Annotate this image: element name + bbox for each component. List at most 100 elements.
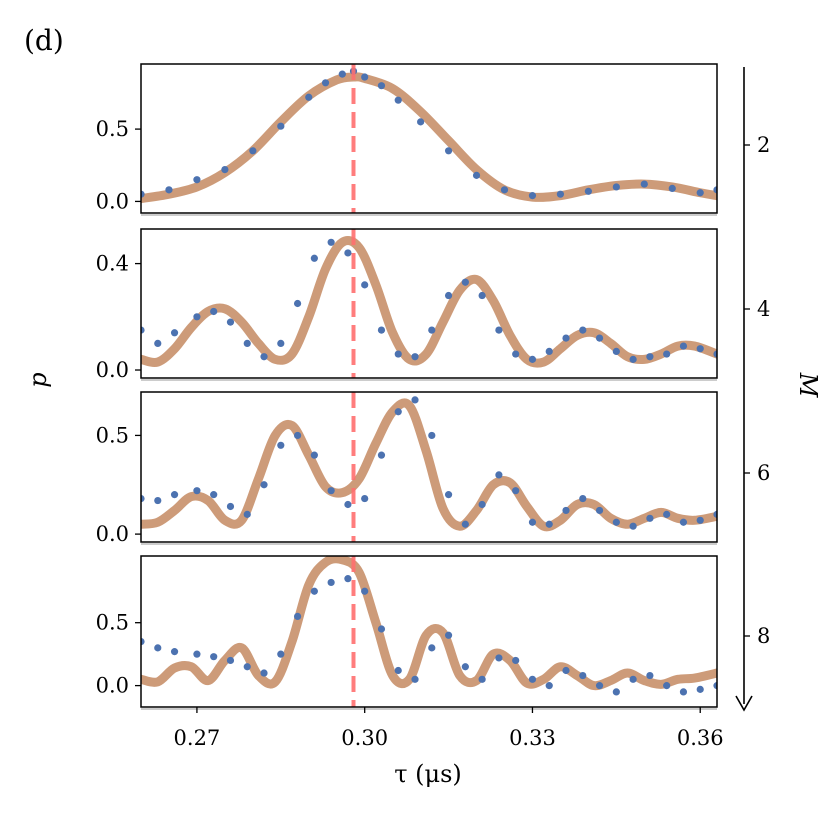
data-point bbox=[679, 518, 688, 526]
data-point bbox=[612, 347, 620, 355]
data-point bbox=[612, 183, 620, 191]
m-tick-label: 6 bbox=[757, 461, 770, 485]
data-point bbox=[629, 355, 637, 363]
m-tick-label: 2 bbox=[757, 133, 770, 157]
data-point bbox=[495, 654, 503, 662]
data-point bbox=[249, 147, 257, 155]
data-point bbox=[193, 650, 201, 658]
data-point bbox=[495, 471, 503, 479]
y-tick-label: 0.0 bbox=[96, 674, 129, 698]
panel-frame bbox=[140, 555, 718, 708]
data-point bbox=[512, 487, 520, 495]
data-point bbox=[417, 118, 425, 126]
data-point bbox=[243, 663, 251, 671]
data-point bbox=[141, 326, 145, 334]
data-point bbox=[394, 350, 402, 358]
data-point bbox=[444, 291, 453, 300]
data-point bbox=[394, 408, 402, 416]
data-point bbox=[377, 625, 386, 633]
y-tick-label: 0.5 bbox=[96, 611, 129, 635]
data-point bbox=[478, 675, 486, 683]
data-point bbox=[210, 491, 218, 499]
data-point bbox=[394, 96, 402, 104]
data-point bbox=[327, 487, 335, 495]
data-point bbox=[277, 339, 285, 348]
data-point bbox=[461, 520, 469, 528]
data-point bbox=[612, 518, 620, 526]
fit-curve bbox=[141, 556, 717, 691]
data-point bbox=[344, 500, 352, 509]
data-point bbox=[545, 520, 553, 528]
data-point bbox=[154, 644, 162, 652]
data-point bbox=[428, 644, 436, 652]
panel-frame bbox=[140, 63, 718, 214]
data-point bbox=[141, 190, 145, 198]
panel-3: 0.0 0.5 bbox=[96, 391, 718, 546]
x-tick-label: 0.33 bbox=[509, 726, 556, 750]
data-point bbox=[500, 186, 509, 194]
data-point bbox=[528, 518, 537, 526]
data-point bbox=[612, 688, 620, 696]
data-point bbox=[562, 506, 570, 515]
data-point bbox=[293, 431, 302, 440]
data-point bbox=[595, 682, 604, 690]
y-tick-label: 0.0 bbox=[96, 189, 129, 213]
data-point bbox=[243, 339, 251, 348]
data-point bbox=[545, 682, 553, 690]
data-point bbox=[595, 506, 604, 515]
data-point bbox=[338, 70, 346, 78]
data-point bbox=[305, 93, 313, 101]
data-point bbox=[696, 685, 704, 693]
data-point bbox=[444, 491, 453, 499]
y-tick-label: 0.5 bbox=[96, 423, 129, 447]
m-axis: 2 4 6 8 bbox=[735, 67, 770, 712]
data-point bbox=[293, 612, 302, 621]
data-point bbox=[210, 653, 218, 661]
data-point bbox=[277, 650, 285, 658]
data-point bbox=[377, 451, 386, 459]
x-axis-ticks: 0.27 0.30 0.33 0.36 bbox=[174, 707, 724, 750]
data-point bbox=[713, 186, 717, 194]
data-point bbox=[260, 481, 268, 489]
x-tick-label: 0.30 bbox=[341, 726, 388, 750]
x-axis-title: τ (μs) bbox=[394, 760, 462, 788]
data-point bbox=[293, 299, 302, 308]
data-point bbox=[310, 451, 318, 459]
data-point bbox=[154, 339, 162, 348]
data-point bbox=[478, 500, 486, 509]
data-point bbox=[221, 166, 229, 174]
data-point bbox=[696, 189, 704, 197]
data-point bbox=[696, 345, 704, 353]
data-point bbox=[141, 494, 145, 503]
data-point bbox=[361, 587, 369, 595]
data-point bbox=[579, 326, 587, 334]
data-point bbox=[713, 682, 717, 690]
data-point bbox=[394, 666, 402, 675]
x-tick-label: 0.27 bbox=[174, 726, 221, 750]
m-tick-label: 8 bbox=[757, 624, 770, 648]
data-point bbox=[428, 326, 436, 334]
data-point bbox=[562, 334, 570, 342]
data-point bbox=[444, 631, 453, 639]
data-point bbox=[226, 656, 235, 665]
m-tick-label: 4 bbox=[757, 297, 770, 321]
data-point bbox=[646, 353, 654, 361]
data-point bbox=[495, 326, 503, 334]
data-point bbox=[170, 329, 179, 337]
data-point bbox=[584, 187, 592, 195]
data-point bbox=[361, 73, 369, 81]
data-point bbox=[243, 510, 251, 518]
panels: 0.0 0.5 0.0 0.4 0.0 0.5 0.0 0.5 bbox=[96, 63, 718, 710]
data-point bbox=[154, 496, 162, 505]
data-point bbox=[411, 396, 419, 404]
data-point bbox=[640, 180, 648, 188]
y-tick-label: 0.0 bbox=[96, 522, 129, 546]
data-point bbox=[260, 669, 268, 677]
data-point bbox=[361, 494, 369, 503]
data-point bbox=[668, 184, 676, 193]
data-point bbox=[646, 514, 654, 522]
data-point bbox=[679, 688, 688, 696]
data-point bbox=[327, 578, 335, 587]
data-point bbox=[512, 656, 520, 665]
